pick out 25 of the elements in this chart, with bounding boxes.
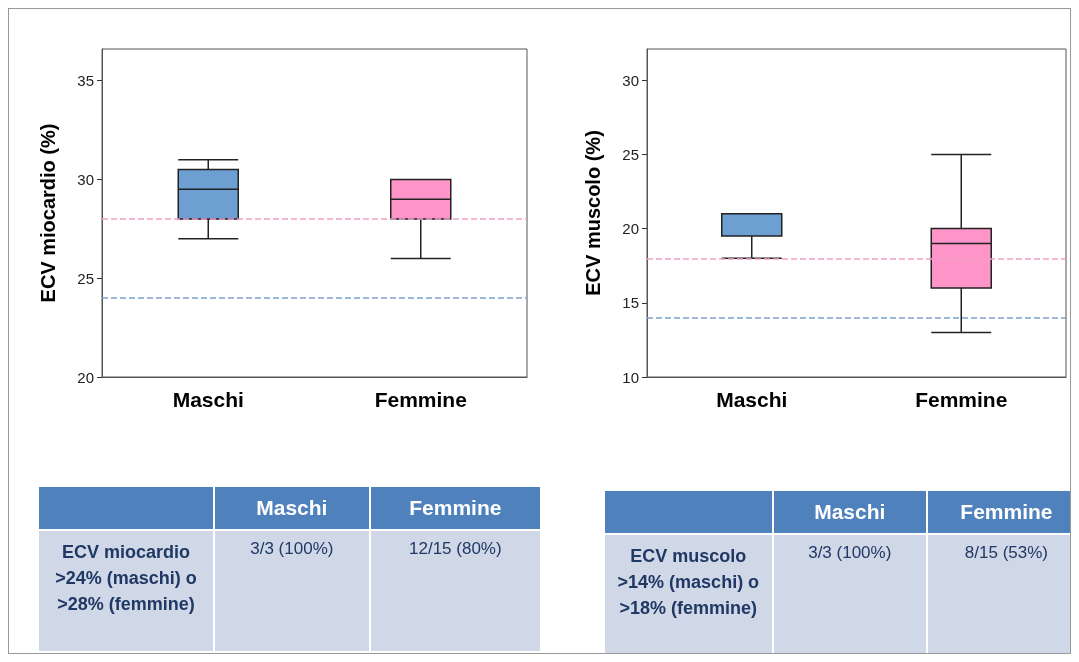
x-tick-label: Maschi — [716, 388, 788, 411]
category-label: Femmine — [369, 486, 541, 530]
category-label: Maschi — [772, 490, 927, 534]
text: 3/3 (100%) — [808, 543, 892, 562]
y-tick-label: 30 — [77, 170, 94, 188]
category-label: Maschi — [214, 486, 370, 530]
y-tick-label: 15 — [622, 294, 639, 312]
y-axis-title: ECV miocardio (%) — [37, 123, 59, 303]
y-tick-label: 25 — [622, 145, 639, 163]
text: 8/15 (53%) — [964, 543, 1048, 562]
y-axis-title: ECV muscolo (%) — [582, 130, 604, 296]
category-label: Femmine — [959, 499, 1054, 525]
x-tick-label: Maschi — [172, 388, 244, 411]
y-tick-label: 10 — [622, 368, 639, 386]
y-tick-label: 20 — [622, 220, 639, 238]
y-tick-label: 20 — [77, 368, 94, 386]
category-label: ECV miocardio >24% (maschi) o >28% (femmine) — [55, 542, 197, 614]
y-tick-label: 25 — [77, 269, 94, 287]
text: 3/3 (100%) — [250, 539, 334, 558]
y-tick-label: 35 — [77, 72, 94, 90]
x-tick-label: Femmine — [374, 388, 467, 411]
text: 12/15 (80%) — [409, 539, 502, 558]
category-label: ECV muscolo >14% (maschi) o >18% (femmine) — [617, 546, 760, 618]
x-tick-label: Femmine — [915, 388, 1008, 411]
y-tick-label: 30 — [622, 71, 639, 89]
